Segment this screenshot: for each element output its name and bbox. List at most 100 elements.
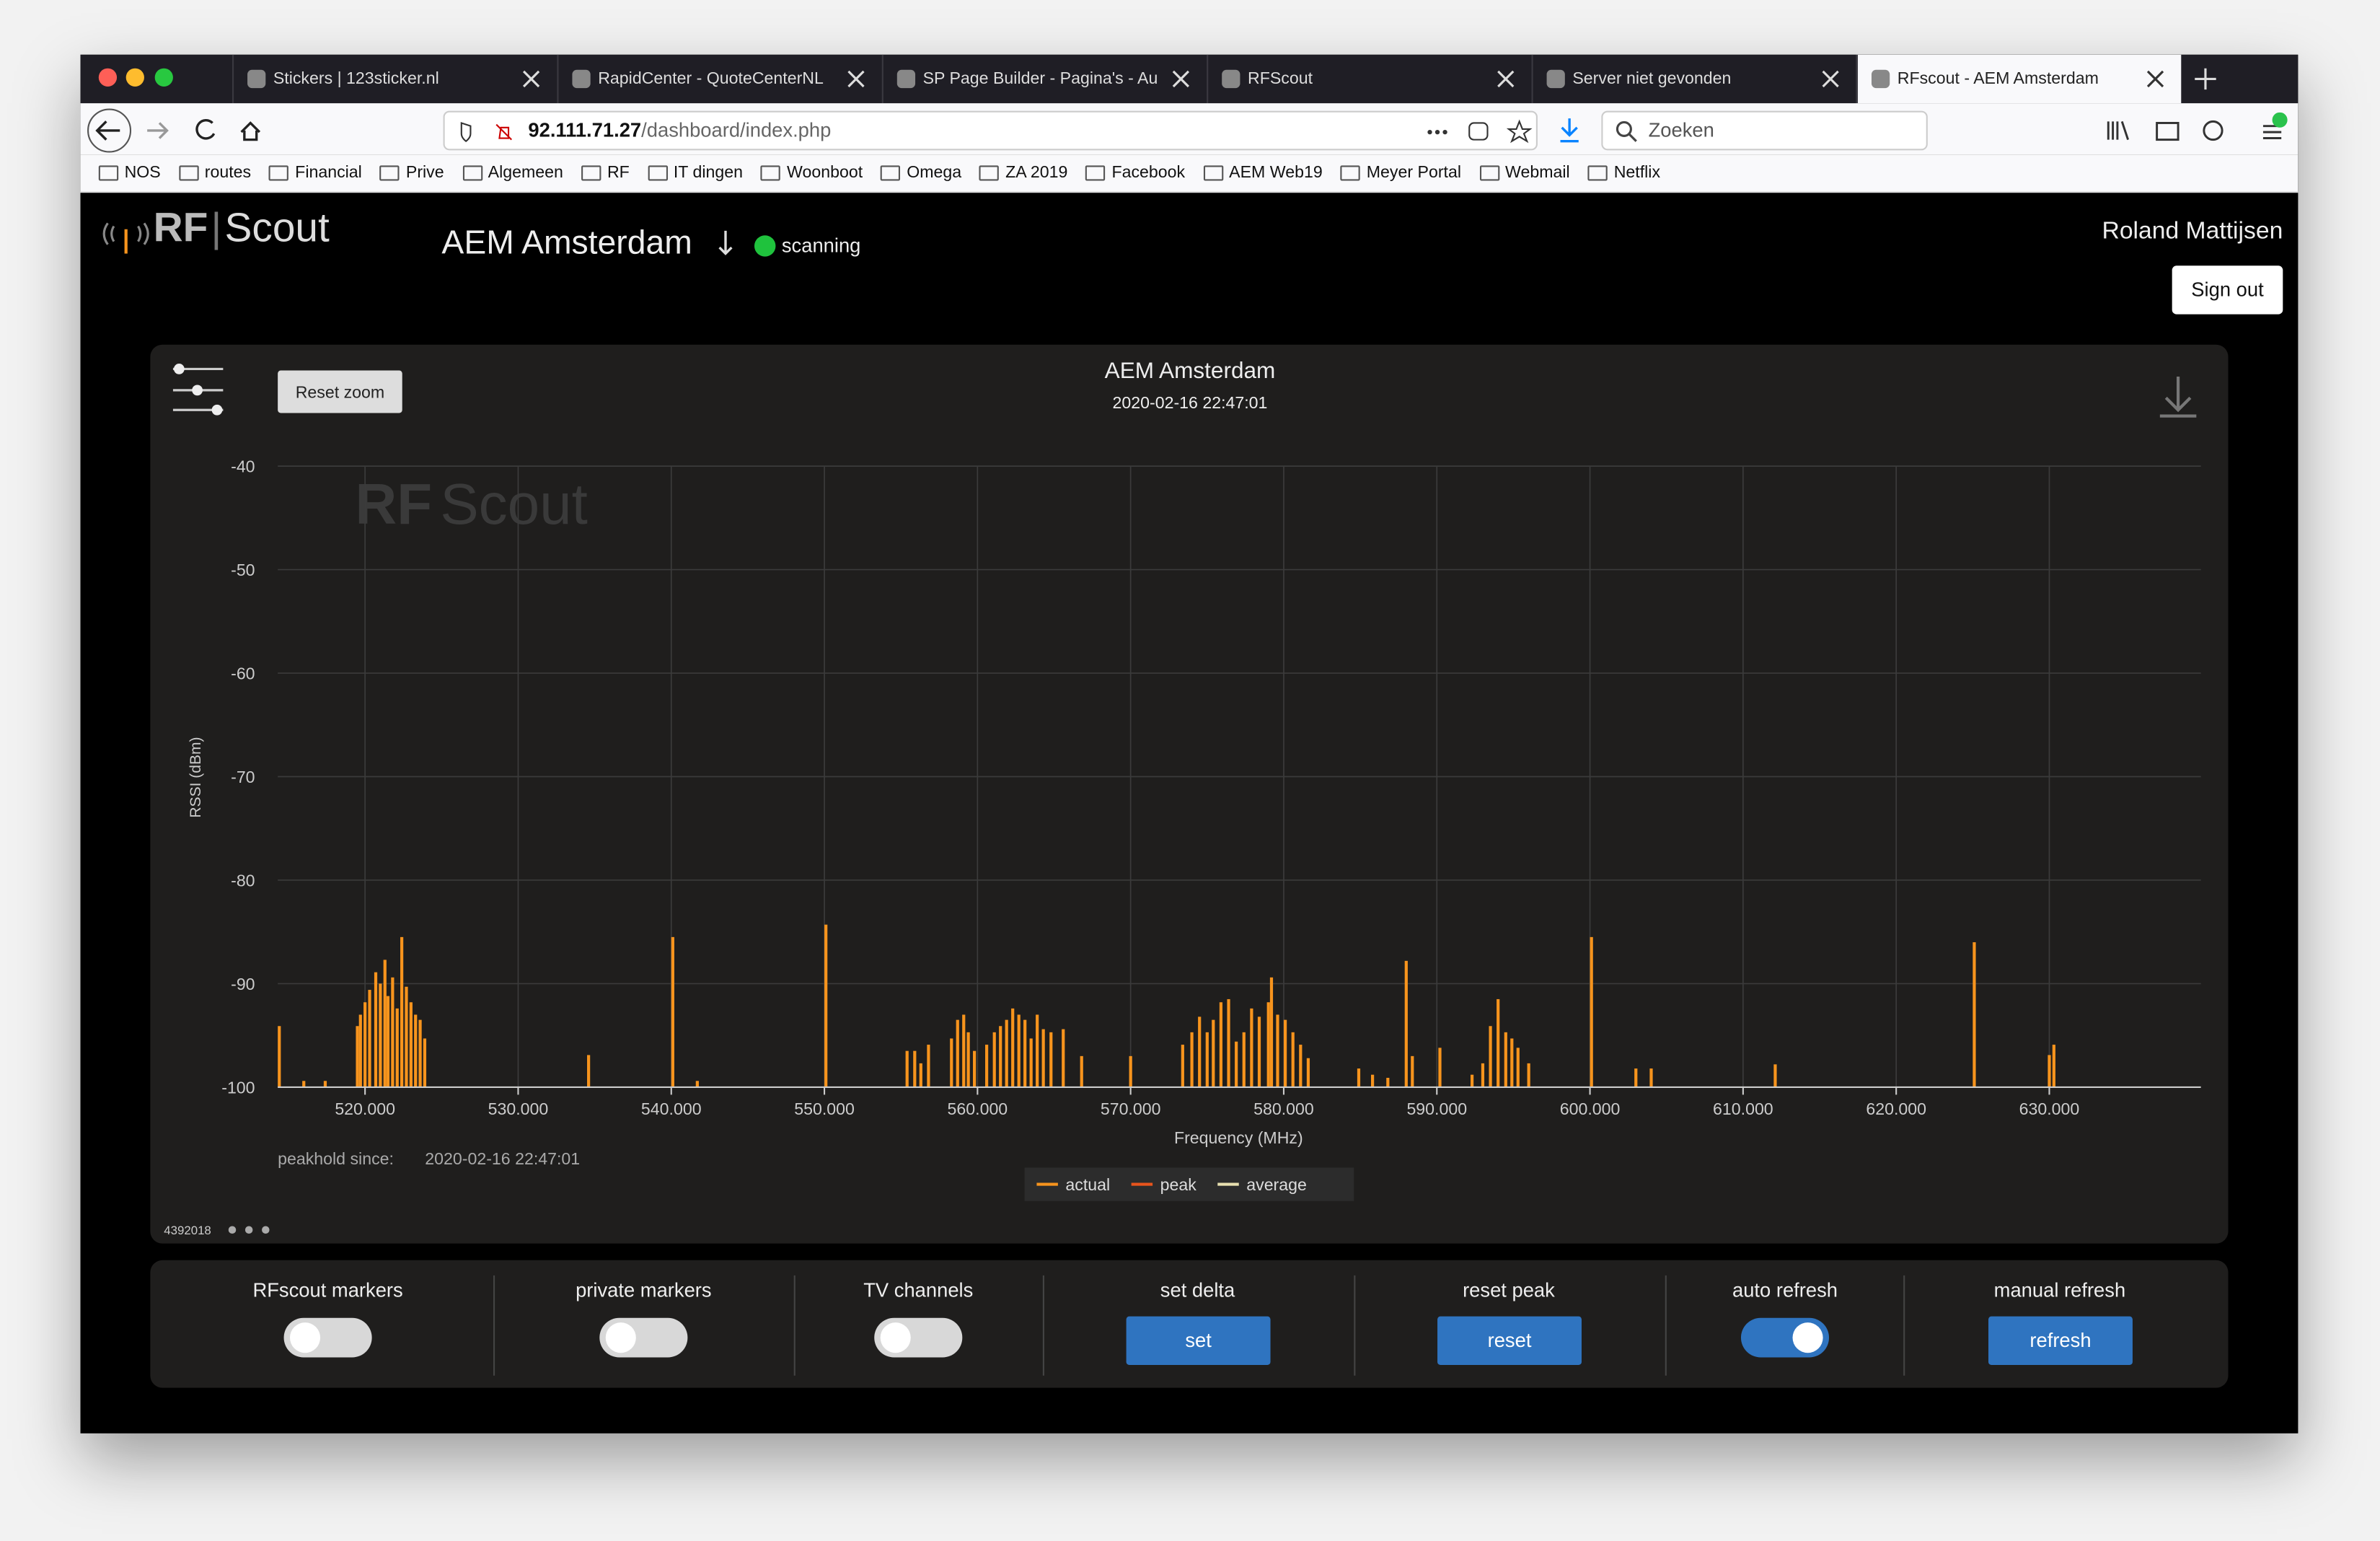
bookmarks-bar: NOS routes Financial Prive Algemeen RF IT ding… <box>80 154 2299 193</box>
toggle-knob <box>1792 1322 1823 1353</box>
user-name: Roland Mattijsen <box>2102 219 2283 245</box>
bookmark-icon <box>881 165 901 181</box>
window-controls <box>98 68 173 87</box>
button[interactable]: reset <box>1437 1316 1582 1366</box>
nav-bar: 92.111.71.27/dashboard/index.php Zoeken <box>80 103 2299 155</box>
bookmark-label: Algemeen <box>488 164 563 183</box>
tab[interactable]: RFScout <box>1207 54 1531 104</box>
tab[interactable]: RFscout - AEM Amsterdam <box>1856 54 2182 104</box>
bookmark[interactable]: RF <box>581 164 630 183</box>
close-glyph <box>2146 70 2164 88</box>
tab[interactable]: Server niet gevonden <box>1531 54 1856 104</box>
bookmark[interactable]: ZA 2019 <box>979 164 1067 183</box>
bookmark[interactable]: Meyer Portal <box>1340 164 1461 183</box>
bookmark-icon <box>979 165 1000 181</box>
bookmark[interactable]: AEM Web19 <box>1203 164 1323 183</box>
search-placeholder: Zoeken <box>1648 118 1714 141</box>
tab-title: RapidCenter - QuoteCenterNL <box>598 69 824 89</box>
new-tab[interactable] <box>2190 63 2221 94</box>
bookmark-icon <box>98 165 119 181</box>
tab-icon <box>1871 69 1890 89</box>
tab-close[interactable] <box>521 69 542 89</box>
bookmark-icon <box>269 165 289 181</box>
minimize-button[interactable] <box>125 68 144 87</box>
bookmark[interactable]: Financial <box>269 164 362 183</box>
bookmark-label: Facebook <box>1111 164 1186 183</box>
bookmark[interactable]: Netflix <box>1587 164 1661 183</box>
toggle-knob <box>880 1322 911 1353</box>
home-button[interactable] <box>240 121 261 141</box>
bookmark[interactable]: routes <box>179 164 251 183</box>
divider <box>1903 1275 1905 1376</box>
url-bar[interactable]: 92.111.71.27/dashboard/index.php <box>443 110 1538 151</box>
bookmark[interactable]: Facebook <box>1085 164 1186 183</box>
toggle[interactable] <box>1740 1317 1830 1358</box>
bookmark[interactable]: Webmail <box>1479 164 1570 183</box>
bookmark[interactable]: Algemeen <box>462 164 563 183</box>
forward-button[interactable] <box>147 122 169 139</box>
bookmark[interactable]: Woonboot <box>761 164 863 183</box>
control-label: private markers <box>576 1278 712 1301</box>
bookmark-icon <box>1587 165 1608 181</box>
tab-close[interactable] <box>2145 69 2166 89</box>
sign-out-button[interactable]: Sign out <box>2172 265 2283 315</box>
bookmark-label: Webmail <box>1505 164 1570 183</box>
bookmark-icon <box>179 165 199 181</box>
bookmark[interactable]: Omega <box>881 164 961 183</box>
divider <box>493 1275 495 1376</box>
tab-title: RFScout <box>1247 69 1313 89</box>
bookmark-icon <box>380 165 400 181</box>
back-button[interactable] <box>87 108 132 153</box>
tab[interactable]: Stickers | 123sticker.nl <box>232 54 557 104</box>
site-title[interactable]: AEM Amsterdam <box>441 223 692 261</box>
control-label: reset peak <box>1463 1278 1555 1301</box>
close-glyph <box>847 70 865 88</box>
tab-title: Stickers | 123sticker.nl <box>273 69 439 89</box>
toggle-knob <box>605 1322 636 1353</box>
zoom-button[interactable] <box>154 68 173 87</box>
bookmark-icon <box>761 165 781 181</box>
bookmark-label: Netflix <box>1613 164 1661 183</box>
site-dropdown[interactable] <box>715 227 736 260</box>
close-button[interactable] <box>98 68 118 87</box>
toggle[interactable] <box>599 1317 688 1358</box>
tab-close[interactable] <box>1171 69 1191 89</box>
search-icon <box>1616 120 1637 142</box>
tab-icon <box>1222 69 1240 89</box>
bookmark[interactable]: Prive <box>380 164 444 183</box>
bookmark-label: IT dingen <box>673 164 743 183</box>
divider <box>1354 1275 1356 1376</box>
bookmark[interactable]: IT dingen <box>648 164 743 183</box>
button[interactable]: refresh <box>1988 1316 2133 1366</box>
reload-button[interactable] <box>195 119 216 140</box>
rfscout-app: RF | Scout AEM Amsterdam scanning Roland M… <box>80 193 2299 1434</box>
tab-close[interactable] <box>1495 69 1516 89</box>
downloads[interactable] <box>1556 115 1583 146</box>
tab[interactable]: RapidCenter - QuoteCenterNL <box>557 54 881 104</box>
tab-close[interactable] <box>845 69 866 89</box>
control-label: auto refresh <box>1732 1278 1838 1301</box>
logo-antenna <box>102 222 149 254</box>
tab-icon <box>572 69 591 89</box>
status-dot <box>754 235 776 257</box>
toggle[interactable] <box>874 1317 963 1358</box>
bookmark-icon <box>462 165 482 181</box>
divider <box>793 1275 795 1376</box>
tab-close[interactable] <box>1820 69 1841 89</box>
button[interactable]: set <box>1126 1316 1271 1366</box>
security-icons <box>460 122 512 142</box>
search-bar[interactable]: Zoeken <box>1601 110 1928 151</box>
tab[interactable]: SP Page Builder - Pagina's - Au <box>881 54 1207 104</box>
tab-title: SP Page Builder - Pagina's - Au <box>922 69 1158 89</box>
control-label: manual refresh <box>1993 1278 2126 1301</box>
tab-title: RFscout - AEM Amsterdam <box>1897 69 2099 89</box>
logo-scout: Scout <box>224 205 330 251</box>
close-glyph <box>1822 70 1839 88</box>
bookmark-label: Meyer Portal <box>1366 164 1461 183</box>
tab-icon <box>896 69 916 89</box>
nav-buttons <box>87 108 261 153</box>
bookmark[interactable]: NOS <box>98 164 161 183</box>
chart-panel <box>150 344 2229 1244</box>
toggle[interactable] <box>283 1317 372 1358</box>
bookmark-star[interactable] <box>1506 119 1533 144</box>
